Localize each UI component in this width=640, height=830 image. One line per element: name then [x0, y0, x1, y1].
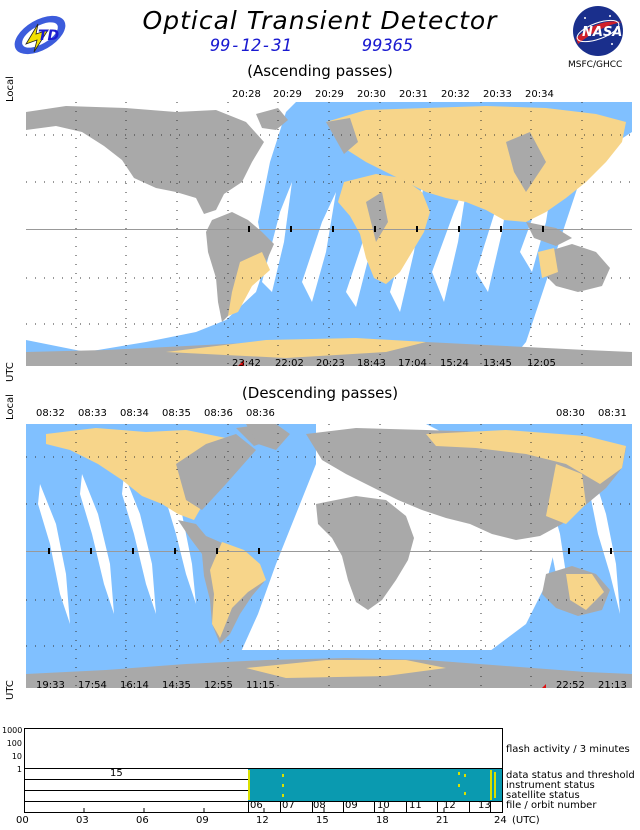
svg-text:NASA: NASA [582, 25, 622, 40]
descending-local-label: Local [5, 394, 16, 420]
desc-utc-time: 11:15 [246, 680, 275, 691]
orbit-number: 11 [409, 800, 422, 811]
y-tick-1: 1 [16, 765, 22, 774]
desc-local-time: 08:36 [204, 408, 233, 419]
svg-text:TD: TD [38, 28, 59, 44]
asc-local-time: 20:30 [357, 89, 386, 100]
desc-local-time: 08:33 [78, 408, 107, 419]
desc-utc-time: 12:55 [204, 680, 233, 691]
desc-local-time: 08:35 [162, 408, 191, 419]
asc-utc-time: 18:43 [357, 358, 386, 369]
date-label: 99-12-31 [210, 36, 292, 56]
desc-local-time: 08:31 [598, 408, 627, 419]
orbit-number: 09 [345, 800, 358, 811]
orbit-marker [238, 360, 244, 366]
status-timeline [24, 728, 503, 813]
asc-utc-time: 12:05 [527, 358, 556, 369]
desc-utc-time: 16:14 [120, 680, 149, 691]
ascending-map [26, 102, 632, 366]
descending-map [26, 424, 632, 688]
ascending-subtitle: (Ascending passes) [247, 62, 393, 80]
orbit-number: 10 [377, 800, 390, 811]
asc-local-time: 20:29 [315, 89, 344, 100]
orbit-number: 12 [443, 800, 456, 811]
ascending-local-label: Local [5, 76, 16, 102]
day-of-year-label: 99365 [362, 36, 414, 56]
asc-utc-time: 15:24 [440, 358, 469, 369]
page-title: Optical Transient Detector [142, 6, 498, 35]
x-tick: 06 [136, 815, 149, 826]
x-tick: 00 [16, 815, 29, 826]
threshold-value: 15 [110, 768, 123, 779]
orbit-number: 07 [282, 800, 295, 811]
asc-utc-time: 20:23 [316, 358, 345, 369]
desc-utc-time: 14:35 [162, 680, 191, 691]
asc-utc-time: 22:02 [275, 358, 304, 369]
descending-utc-label: UTC [5, 680, 16, 700]
x-tick: 09 [196, 815, 209, 826]
otd-logo: TD [8, 10, 72, 60]
desc-local-time: 08:34 [120, 408, 149, 419]
nasa-logo: NASA [570, 4, 626, 58]
asc-local-time: 20:32 [441, 89, 470, 100]
desc-local-time: 08:36 [246, 408, 275, 419]
instrument-status-label: instrument status [506, 780, 595, 791]
x-tick: 18 [376, 815, 389, 826]
x-tick: 03 [76, 815, 89, 826]
asc-local-time: 20:29 [273, 89, 302, 100]
orbit-number-label: file / orbit number [506, 800, 597, 811]
x-tick: 12 [256, 815, 269, 826]
asc-utc-time: 23:42 [232, 358, 261, 369]
desc-utc-time: 21:13 [598, 680, 627, 691]
y-tick-100: 100 [6, 739, 22, 748]
asc-local-time: 20:34 [525, 89, 554, 100]
desc-local-time: 08:32 [36, 408, 65, 419]
x-unit-label: (UTC) [512, 815, 540, 826]
orbit-number: 06 [250, 800, 263, 811]
x-tick: 21 [436, 815, 449, 826]
x-tick: 24 [494, 815, 507, 826]
descending-subtitle: (Descending passes) [241, 384, 399, 402]
orbit-number: 08 [313, 800, 326, 811]
ascending-utc-label: UTC [5, 362, 16, 382]
data-status-label: data status and threshold [506, 770, 635, 781]
satellite-status-label: satellite status [506, 790, 580, 801]
asc-local-time: 20:31 [399, 89, 428, 100]
orbit-marker [542, 684, 546, 688]
x-tick: 15 [316, 815, 329, 826]
desc-utc-time: 19:33 [36, 680, 65, 691]
flash-activity-label: flash activity / 3 minutes [506, 744, 630, 755]
asc-local-time: 20:33 [483, 89, 512, 100]
y-tick-10: 10 [11, 752, 22, 761]
desc-utc-time: 17:54 [78, 680, 107, 691]
asc-utc-time: 17:04 [398, 358, 427, 369]
desc-utc-time: 22:52 [556, 680, 585, 691]
org-label: MSFC/GHCC [568, 60, 623, 70]
desc-local-time: 08:30 [556, 408, 585, 419]
y-tick-1000: 1000 [2, 726, 23, 735]
orbit-number: 13 [478, 800, 491, 811]
asc-local-time: 20:28 [232, 89, 261, 100]
asc-utc-time: 13:45 [483, 358, 512, 369]
